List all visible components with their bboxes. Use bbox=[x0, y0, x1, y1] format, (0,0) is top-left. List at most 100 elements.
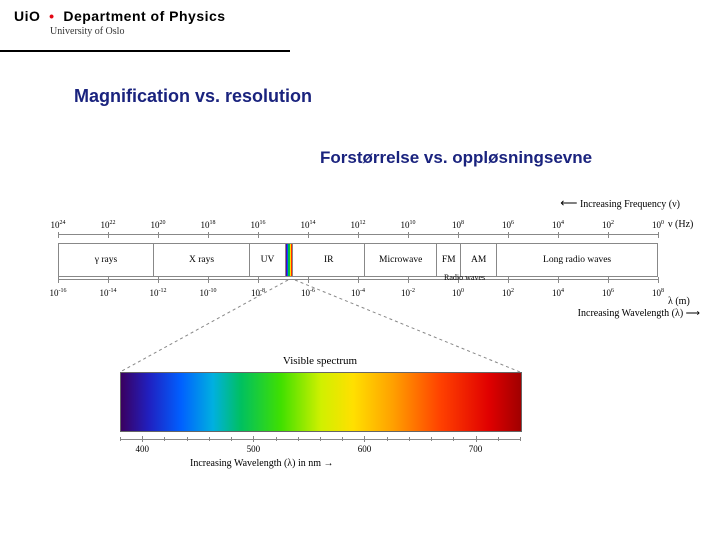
wave-tick-label: 10-10 bbox=[200, 288, 217, 298]
tick-mark bbox=[408, 232, 409, 238]
tick-mark bbox=[658, 232, 659, 238]
tick-mark bbox=[58, 277, 59, 283]
wave-tick-label: 104 bbox=[552, 288, 564, 298]
tick-mark bbox=[158, 277, 159, 283]
wave-tick-label: 108 bbox=[652, 288, 664, 298]
vis-minor-tick bbox=[409, 437, 410, 441]
tick-mark bbox=[508, 232, 509, 238]
vis-minor-tick bbox=[120, 437, 121, 441]
spectrum-band: X rays bbox=[154, 244, 250, 276]
tick-mark bbox=[208, 277, 209, 283]
tick-mark bbox=[458, 232, 459, 238]
freq-tick-label: 104 bbox=[552, 220, 564, 230]
tick-mark bbox=[208, 232, 209, 238]
spectrum-band: γ rays bbox=[58, 244, 154, 276]
freq-label-text: Increasing Frequency (ν) bbox=[580, 199, 680, 210]
dept-name: Department of Physics bbox=[63, 8, 225, 24]
spectrum-band bbox=[286, 244, 293, 276]
visible-slit-bar bbox=[291, 244, 292, 276]
spectrum-band: FM bbox=[437, 244, 461, 276]
wave-tick-label: 10-16 bbox=[50, 288, 67, 298]
logo-dot: • bbox=[45, 8, 59, 24]
freq-tick-label: 1020 bbox=[151, 220, 166, 230]
tick-mark bbox=[608, 277, 609, 283]
wave-tick-label: 106 bbox=[602, 288, 614, 298]
tick-mark bbox=[658, 277, 659, 283]
tick-mark bbox=[308, 232, 309, 238]
inst-subtitle: University of Oslo bbox=[50, 26, 226, 37]
radio-waves-sublabel: Radio waves bbox=[444, 274, 485, 282]
tick-mark bbox=[358, 232, 359, 238]
wave-tick-label: 102 bbox=[502, 288, 514, 298]
wave-axis-line bbox=[58, 279, 658, 286]
freq-tick-label: 100 bbox=[652, 220, 664, 230]
tick-mark bbox=[108, 277, 109, 283]
vis-minor-tick bbox=[453, 437, 454, 441]
tick-mark bbox=[508, 277, 509, 283]
title-english: Magnification vs. resolution bbox=[74, 86, 312, 107]
wave-label-text: Increasing Wavelength (λ) bbox=[578, 308, 683, 319]
wave-tick-label: 10-6 bbox=[301, 288, 315, 298]
freq-tick-label: 106 bbox=[502, 220, 514, 230]
vis-minor-tick bbox=[231, 437, 232, 441]
freq-tick-label: 1012 bbox=[351, 220, 366, 230]
vis-minor-tick bbox=[253, 437, 254, 441]
arrow-right-icon: ⟶ bbox=[686, 308, 700, 319]
logo-line-1: UiO • Department of Physics bbox=[14, 8, 226, 24]
vis-minor-tick bbox=[520, 437, 521, 441]
vis-minor-tick bbox=[187, 437, 188, 441]
vis-minor-tick bbox=[387, 437, 388, 441]
spectrum-band: UV bbox=[250, 244, 286, 276]
tick-mark bbox=[358, 277, 359, 283]
wave-tick-label: 100 bbox=[452, 288, 464, 298]
vis-tick-label: 600 bbox=[358, 444, 372, 454]
vis-minor-tick bbox=[431, 437, 432, 441]
vis-minor-tick bbox=[142, 437, 143, 441]
vis-minor-tick bbox=[498, 437, 499, 441]
title-norwegian: Forstørrelse vs. oppløsningsevne bbox=[320, 148, 592, 168]
spectrum-band: IR bbox=[293, 244, 365, 276]
visible-spectrum-axis: 400500600700 bbox=[120, 432, 520, 446]
freq-tick-label: 1016 bbox=[251, 220, 266, 230]
tick-mark bbox=[558, 277, 559, 283]
freq-tick-label: 108 bbox=[452, 220, 464, 230]
tick-mark bbox=[558, 232, 559, 238]
wave-tick-label: 10-12 bbox=[150, 288, 167, 298]
vis-minor-tick bbox=[209, 437, 210, 441]
vis-minor-tick bbox=[320, 437, 321, 441]
vis-minor-tick bbox=[342, 437, 343, 441]
vis-minor-tick bbox=[476, 437, 477, 441]
tick-mark bbox=[108, 232, 109, 238]
visible-spectrum-gradient bbox=[120, 372, 522, 432]
freq-tick-label: 1024 bbox=[51, 220, 66, 230]
freq-tick-label: 1010 bbox=[401, 220, 416, 230]
tick-mark bbox=[58, 232, 59, 238]
freq-unit-label: ν (Hz) bbox=[668, 219, 693, 230]
spectrum-band: Long radio waves bbox=[497, 244, 658, 276]
freq-tick-label: 102 bbox=[602, 220, 614, 230]
wave-tick-label: 10-8 bbox=[251, 288, 265, 298]
wave-tick-label: 10-14 bbox=[100, 288, 117, 298]
inst-short: UiO bbox=[14, 8, 40, 24]
tick-mark bbox=[608, 232, 609, 238]
wave-tick-label: 10-2 bbox=[401, 288, 415, 298]
freq-tick-label: 1018 bbox=[201, 220, 216, 230]
vis-minor-tick bbox=[364, 437, 365, 441]
arrow-left-icon: ⟵ bbox=[560, 196, 577, 210]
wave-tick-row: 10-1610-1410-1210-1010-810-610-410-21001… bbox=[58, 288, 658, 302]
logo-block: UiO • Department of Physics University o… bbox=[14, 8, 226, 37]
em-spectrum-diagram: 1024102210201018101610141012101010810610… bbox=[58, 220, 658, 302]
band-row: γ raysX raysUVIRMicrowaveFMAMLong radio … bbox=[58, 243, 658, 277]
vis-minor-tick bbox=[298, 437, 299, 441]
tick-mark bbox=[258, 277, 259, 283]
freq-tick-label: 1014 bbox=[301, 220, 316, 230]
freq-increasing-label: ⟵ Increasing Frequency (ν) bbox=[560, 196, 680, 211]
wave-increasing-label: Increasing Wavelength (λ) ⟶ bbox=[578, 308, 700, 319]
vis-tick-label: 700 bbox=[469, 444, 483, 454]
visible-axis-label: Increasing Wavelength (λ) in nm → bbox=[190, 458, 334, 469]
header-rule bbox=[0, 50, 290, 52]
vis-minor-tick bbox=[164, 437, 165, 441]
wave-unit-label: λ (m) bbox=[668, 296, 690, 307]
freq-axis-line bbox=[58, 234, 658, 241]
freq-tick-label: 1022 bbox=[101, 220, 116, 230]
